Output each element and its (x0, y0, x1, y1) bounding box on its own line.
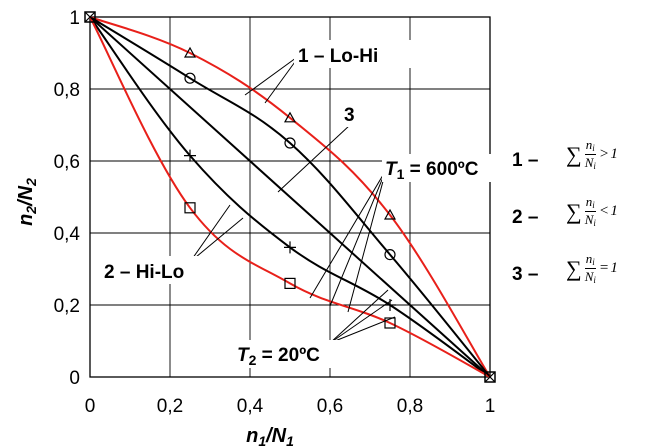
legend-item-3-number: 3 – (512, 264, 539, 285)
y-tick-label: 1 (69, 8, 80, 29)
annotation-t2-bg (234, 340, 344, 368)
annotation-lo-hi-bg (294, 40, 412, 68)
callout-line (329, 289, 389, 344)
marker-endpoint (84, 11, 96, 23)
marker-square (284, 277, 296, 289)
legend-formula-3-fraction: ni Ni (584, 251, 596, 285)
legend-item-3: 3 – (512, 264, 538, 286)
x-tick-label: 0,4 (237, 396, 264, 417)
marker-triangle (383, 208, 397, 220)
legend-item-2-number: 2 – (512, 207, 539, 228)
callout-line (347, 169, 387, 313)
x-tick-label: 0,6 (317, 396, 343, 417)
callout-line (329, 169, 387, 307)
legend-item-1: 1 – (512, 150, 538, 172)
y-axis-ticks: 0 0,2 0,4 0,6 0,8 1 (54, 8, 81, 389)
x-tick-label: 0 (85, 396, 96, 417)
marker-endpoint-cross (484, 371, 496, 383)
marker-plus (184, 149, 196, 162)
callout-line (329, 316, 396, 344)
y-tick-label: 0 (69, 368, 80, 389)
callout-line (189, 217, 244, 263)
annotation-t1: T1 = 600ºC (385, 159, 479, 182)
series-line-3 (89, 16, 491, 378)
legend-formula-2-fraction: ni Ni (584, 194, 596, 228)
y-tick-label: 0,4 (54, 224, 81, 245)
callout-line (277, 124, 351, 193)
marker-endpoint (484, 371, 496, 383)
marker-triangle (183, 46, 197, 58)
plot-frame (89, 16, 491, 378)
x-axis-label: n1/N1 (246, 425, 294, 447)
callout-line (329, 299, 393, 344)
series-line-1 (89, 16, 491, 378)
x-tick-label: 0,2 (157, 396, 183, 417)
y-tick-label: 0,2 (54, 296, 80, 317)
annotation-callout-lines (189, 54, 396, 344)
marker-plus (284, 241, 296, 254)
series-lines (89, 16, 491, 378)
marker-square (384, 317, 396, 329)
y-tick-label: 0,6 (54, 152, 80, 173)
callout-line (309, 169, 387, 299)
x-tick-label: 1 (485, 396, 496, 417)
annotation-3: 3 (344, 105, 355, 126)
series-line-2 (89, 16, 491, 378)
annotation-t1-bg (382, 154, 504, 182)
marker-triangle (283, 111, 297, 123)
legend-formula-1-fraction: ni Ni (584, 137, 596, 171)
x-axis-ticks: 0 0,2 0,4 0,6 0,8 1 (85, 396, 496, 417)
marker-circle (384, 249, 396, 261)
annotation-hi-lo-bg (100, 256, 218, 284)
series-line-5 (89, 16, 491, 378)
series-line-4 (89, 16, 491, 378)
series-markers (84, 11, 496, 383)
legend-formula-1: ∑ ni Ni >1 (566, 137, 618, 171)
marker-endpoint-cross (84, 11, 96, 23)
legend-formula-2-sum: ∑ (566, 198, 582, 224)
marker-circle (284, 137, 296, 149)
callout-line (244, 54, 301, 96)
annotation-t2: T2 = 20ºC (237, 345, 320, 368)
x-tick-label: 0,8 (397, 396, 423, 417)
legend-formula-3-sum: ∑ (566, 255, 582, 281)
legend-item-2: 2 – (512, 207, 538, 229)
annotation-lo-hi: 1 – Lo-Hi (298, 46, 378, 67)
legend-formula-3: ∑ ni Ni = 1 (566, 251, 618, 285)
annotation-hi-lo: 2 – Hi-Lo (104, 262, 184, 283)
marker-circle (184, 72, 196, 84)
grid-lines (90, 17, 490, 377)
legend-formula-2: ∑ ni Ni <1 (566, 194, 618, 228)
legend-item-1-number: 1 – (512, 150, 539, 171)
annotation-3-bg (340, 103, 360, 127)
legend-formula-1-sum: ∑ (566, 141, 582, 167)
y-axis-label: n2/N2 (15, 178, 39, 226)
y-tick-label: 0,8 (54, 80, 80, 101)
marker-square (184, 202, 196, 214)
callout-line (189, 204, 231, 263)
